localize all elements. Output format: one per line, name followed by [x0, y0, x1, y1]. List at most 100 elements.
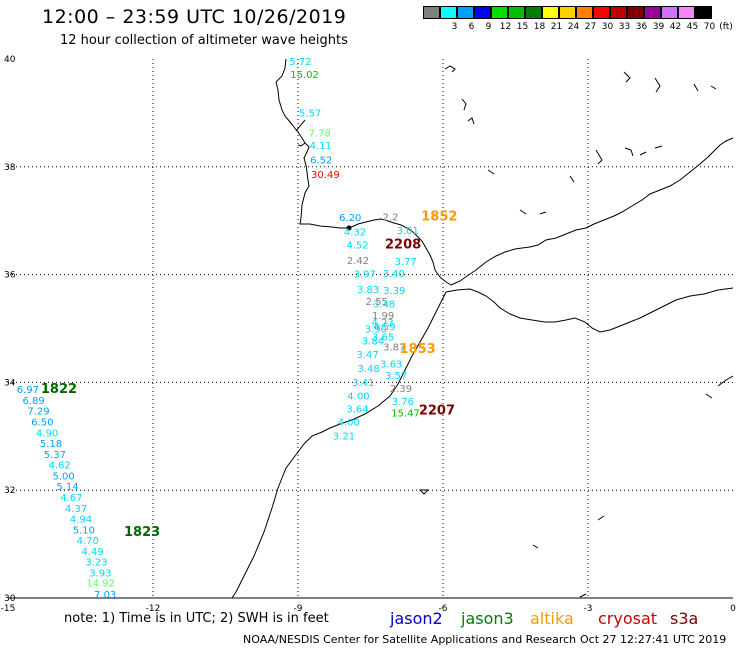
- wave-height-value: 2.2: [383, 213, 399, 224]
- colorbar-swatch: [627, 6, 644, 19]
- wave-height-value: 4.67: [60, 493, 82, 504]
- lat-tick-label: 32: [4, 486, 15, 496]
- wave-height-value: 14.92: [86, 579, 115, 590]
- lat-tick-label: 36: [4, 271, 16, 281]
- wave-height-value: 3.76: [392, 397, 414, 408]
- colorbar-swatch: [576, 6, 593, 19]
- wave-height-value: 4.94: [70, 515, 92, 526]
- lat-tick-label: 40: [4, 55, 16, 65]
- wave-height-value: 2.55: [366, 297, 388, 308]
- wave-height-value: 30.49: [311, 170, 340, 181]
- colorbar-label: 45: [686, 22, 699, 32]
- wave-height-value: 5.14: [56, 482, 78, 493]
- wave-height-value: 3.40: [383, 269, 405, 280]
- wave-height-value: 3.83: [357, 285, 379, 296]
- satellite-legend-entry: cryosat: [598, 609, 658, 628]
- lon-tick-label: -6: [439, 604, 448, 614]
- wave-height-value: 15.47: [391, 408, 420, 419]
- wave-height-labels: 5.72 15.02 5.57 7.784.11 6.52 30.49 6.20 2.2 4.3…: [17, 57, 420, 601]
- wave-height-value: 5.72: [289, 57, 311, 68]
- pass-time-label: 1823: [124, 525, 160, 540]
- lon-tick-label: 0: [730, 604, 736, 614]
- coastline-segment: [705, 393, 713, 399]
- wave-height-value: 6.52: [310, 156, 332, 167]
- wave-height-value: 3.63: [380, 359, 402, 370]
- colorbar-swatch: [440, 6, 457, 19]
- coastline-segment: [450, 137, 734, 286]
- wave-height-value: 3.90: [365, 324, 387, 335]
- coastline-segment: [623, 71, 631, 83]
- wave-height-value: 2.42: [347, 256, 369, 267]
- wave-height-value: 6.50: [31, 418, 53, 429]
- wave-height-value: 3.65: [372, 332, 394, 343]
- wave-height-value: 3.77: [395, 257, 417, 268]
- colorbar-label: 12: [499, 22, 512, 32]
- wave-height-value: 4.00: [338, 418, 360, 429]
- lon-tick-label: -9: [294, 604, 303, 614]
- wave-height-value: 3.48: [357, 364, 379, 375]
- credit-line: NOAA/NESDIS Center for Satellite Applica…: [243, 633, 577, 646]
- lat-tick-label: 34: [4, 378, 16, 388]
- island-marker: [346, 225, 352, 231]
- generation-timestamp: Oct 27 12:27:41 UTC 2019: [580, 633, 727, 646]
- colorbar-swatch: [593, 6, 610, 19]
- wave-height-value: 7.78: [309, 129, 331, 140]
- colorbar-label: 18: [533, 22, 546, 32]
- wave-height-value: 3.41: [352, 378, 374, 389]
- colorbar-label: 6: [468, 22, 475, 32]
- pass-time-label: 2207: [419, 404, 455, 419]
- colorbar-swatch: [423, 6, 440, 19]
- wave-height-value: 6.20: [339, 213, 361, 224]
- pass-time-label: 1822: [41, 382, 77, 397]
- satellite-legend-entry: altika: [530, 609, 574, 628]
- colorbar-label: 36: [635, 22, 648, 32]
- lon-tick-label: -12: [146, 604, 161, 614]
- colorbar-label: 27: [584, 22, 597, 32]
- coastline-segment: [444, 65, 456, 73]
- coastline-segment: [539, 211, 547, 215]
- coastline-segment: [624, 147, 634, 157]
- wave-height-value: 3.48: [373, 299, 395, 310]
- coastline-segment: [654, 145, 663, 149]
- coastline-segment: [231, 291, 447, 599]
- wave-height-value: 4.52: [346, 241, 368, 252]
- colorbar-label: 21: [550, 22, 563, 32]
- colorbar-label: 3: [451, 22, 458, 32]
- colorbar-swatch: [678, 6, 695, 19]
- wave-height-value: 15.02: [290, 70, 319, 81]
- coastline-segment: [487, 169, 495, 175]
- wave-height-value: 3.87: [383, 343, 405, 354]
- colorbar-swatch: [525, 6, 542, 19]
- colorbar-swatch: [508, 6, 525, 19]
- wave-height-value: 4.62: [49, 461, 71, 472]
- wave-height-value: 6.89: [23, 396, 45, 407]
- satellite-legend-entry: jason3: [461, 609, 514, 628]
- colorbar-swatch: [542, 6, 559, 19]
- colorbar-swatch: [610, 6, 627, 19]
- wave-height-value: 4.23: [371, 318, 393, 329]
- colorbar-label: 42: [669, 22, 682, 32]
- colorbar-swatch: [559, 6, 576, 19]
- coastline-segment: [532, 544, 539, 549]
- lon-tick-label: -3: [584, 604, 593, 614]
- wave-height-value: 5.37: [44, 450, 66, 461]
- pass-time-label: 1853: [400, 342, 436, 357]
- lat-tick-label: 30: [4, 594, 16, 604]
- coastline-segment: [519, 209, 527, 215]
- map-title: 12:00 – 23:59 UTC 10/26/2019: [42, 6, 347, 28]
- coastline-segment: [639, 151, 647, 156]
- colorbar-label: 70: [703, 22, 716, 32]
- colorbar-swatch: [457, 6, 474, 19]
- pass-time-label: 2208: [385, 238, 421, 253]
- wave-height-value: 3.64: [346, 405, 368, 416]
- wave-height-value: 3.39: [383, 286, 405, 297]
- wave-height-value: 3.84: [362, 337, 384, 348]
- wave-height-value: 5.00: [52, 471, 74, 482]
- coastline-segment: [418, 489, 430, 495]
- colorbar-label: 33: [618, 22, 631, 32]
- coastline-segment: [717, 375, 734, 387]
- colorbar-label: 15: [516, 22, 529, 32]
- colorbar-label: 39: [652, 22, 665, 32]
- coastline-segment: [693, 83, 699, 92]
- lon-tick-label: -15: [1, 604, 16, 614]
